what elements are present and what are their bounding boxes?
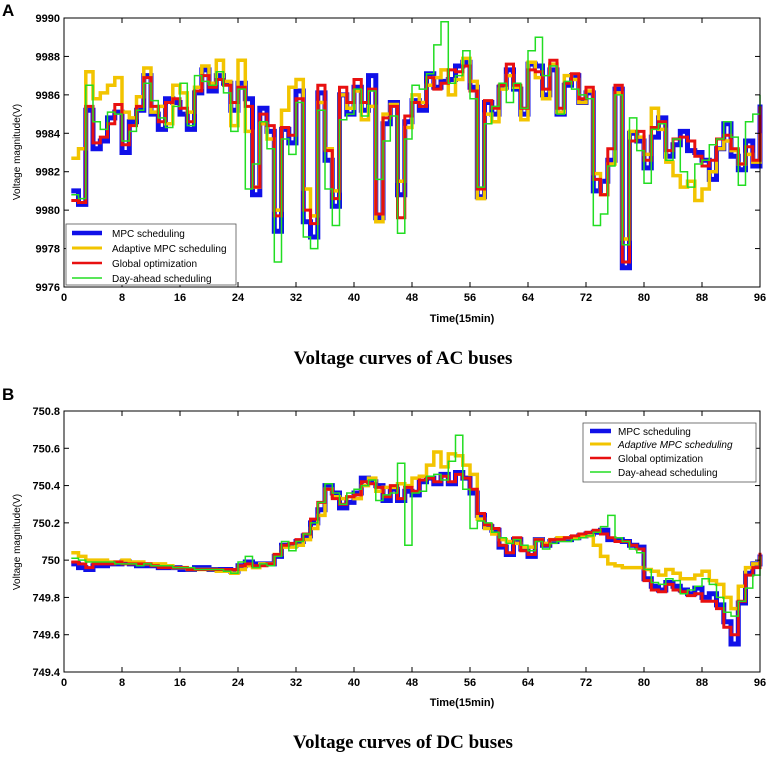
legend: MPC scheduling Adaptive MPC scheduling Glo… <box>583 423 756 482</box>
x-tick-label: 72 <box>580 292 592 304</box>
chart-caption: Voltage curves of AC buses <box>294 348 513 369</box>
x-tick-label: 48 <box>406 677 418 689</box>
y-axis-label: Voltage magnitude(V) <box>12 494 23 590</box>
x-tick-label: 16 <box>174 677 186 689</box>
y-tick-label: 750.2 <box>32 518 60 530</box>
chart-panel-b: B 0 8 16 24 32 40 48 56 64 72 80 88 96 749.4 749.6 749.8… <box>2 385 766 753</box>
y-tick-label: 9982 <box>36 167 60 179</box>
legend-label-1: MPC scheduling <box>112 229 185 240</box>
y-tick-label: 750.8 <box>32 406 60 418</box>
y-tick-label: 9990 <box>36 13 60 25</box>
y-axis-label: Voltage magnitude(V) <box>12 104 23 200</box>
x-tick-label: 56 <box>464 677 476 689</box>
x-tick-label: 56 <box>464 292 476 304</box>
x-tick-label: 16 <box>174 292 186 304</box>
x-tick-label: 0 <box>61 677 67 689</box>
y-tick-label: 9984 <box>36 128 61 140</box>
x-tick-label: 32 <box>290 292 302 304</box>
x-tick-label: 0 <box>61 292 67 304</box>
legend-label-4: Day-ahead scheduling <box>112 274 212 285</box>
x-tick-label: 88 <box>696 677 708 689</box>
y-tick-label: 9978 <box>36 244 60 256</box>
y-tick-label: 749.8 <box>32 592 60 604</box>
legend-label-3: Global optimization <box>112 259 197 270</box>
series-line-1 <box>71 473 760 645</box>
chart-caption: Voltage curves of DC buses <box>293 732 513 753</box>
y-tick-label: 749.6 <box>32 630 60 642</box>
legend: MPC scheduling Adaptive MPC scheduling Glo… <box>66 224 236 285</box>
y-tick-label: 750 <box>42 555 60 567</box>
x-tick-label: 48 <box>406 292 418 304</box>
x-axis-label: Time(15min) <box>430 313 495 325</box>
x-tick-label: 64 <box>522 292 535 304</box>
y-tick-label: 749.4 <box>32 667 60 679</box>
x-tick-label: 80 <box>638 677 650 689</box>
y-tick-label: 9976 <box>36 282 60 294</box>
y-tick-label: 750.4 <box>32 481 60 493</box>
y-tick-label: 9988 <box>36 51 60 63</box>
x-tick-label: 96 <box>754 677 766 689</box>
x-tick-label: 40 <box>348 677 360 689</box>
legend-label-2: Adaptive MPC scheduling <box>112 244 227 255</box>
figure: A0 8 16 24 32 40 48 56 64 72 80 88 96997699789980998… <box>0 0 768 760</box>
x-tick-label: 64 <box>522 677 535 689</box>
panel-letter: A <box>2 1 14 20</box>
x-tick-label: 96 <box>754 292 766 304</box>
x-tick-label: 72 <box>580 677 592 689</box>
y-tick-label: 9986 <box>36 90 60 102</box>
x-tick-label: 88 <box>696 292 708 304</box>
y-tick-label: 9980 <box>36 205 60 217</box>
panel-letter: B <box>2 385 14 404</box>
x-tick-label: 24 <box>232 677 245 689</box>
chart-panel-a: A 0 8 16 24 32 40 48 56 64 72 80 88 96 9976 9978 9980 998… <box>2 1 766 369</box>
x-axis-label: Time(15min) <box>430 697 495 709</box>
x-tick-label: 24 <box>232 292 245 304</box>
y-tick-label: 750.6 <box>32 443 60 455</box>
x-tick-label: 8 <box>119 677 125 689</box>
x-tick-label: 40 <box>348 292 360 304</box>
series-line-3 <box>71 474 760 634</box>
x-tick-label: 8 <box>119 292 125 304</box>
legend-label-3: Global optimization <box>618 454 703 465</box>
legend-label-1: MPC scheduling <box>618 427 691 438</box>
legend-label-4: Day-ahead scheduling <box>618 468 718 479</box>
legend-label-2: Adaptive MPC scheduling <box>617 440 733 451</box>
x-tick-label: 32 <box>290 677 302 689</box>
x-tick-label: 80 <box>638 292 650 304</box>
